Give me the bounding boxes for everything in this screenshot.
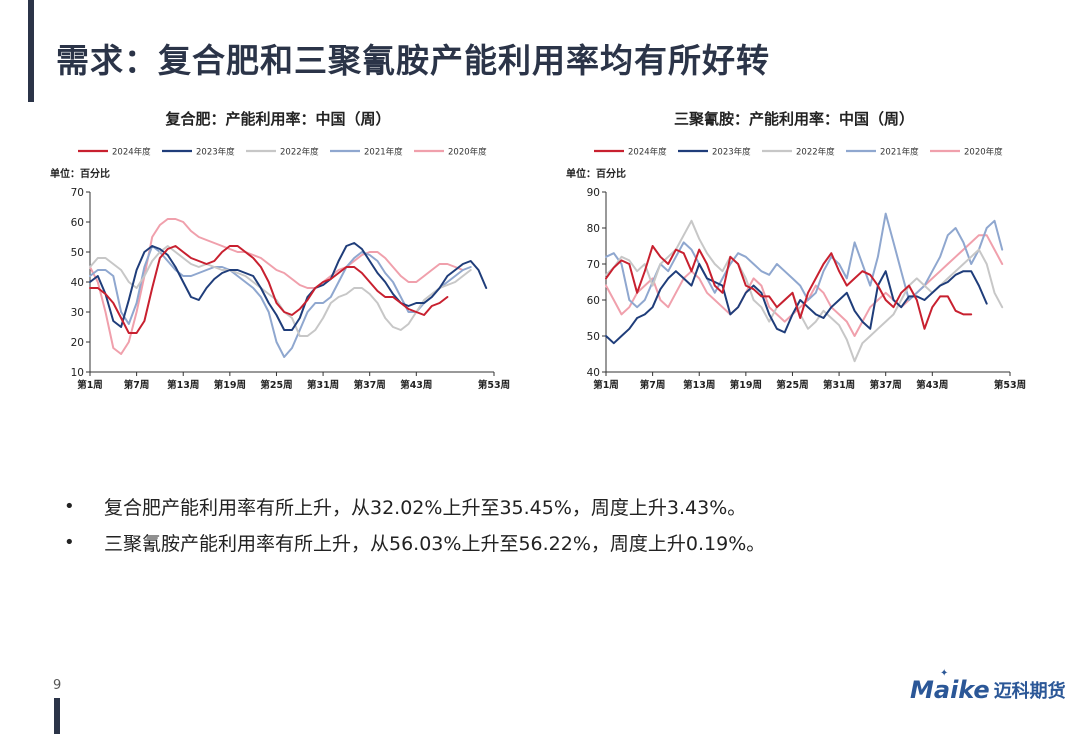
- y-tick-label: 90: [587, 187, 600, 199]
- x-tick-label: 第13周: [167, 379, 199, 391]
- compound-fertilizer-chart: 复合肥：产能利用率：中国（周） 2024年度 2023年度 2022年度 2021年度 2…: [48, 104, 518, 434]
- x-tick-label: 第37周: [870, 379, 902, 391]
- y-tick-label: 40: [71, 277, 84, 289]
- series-line-2021: [605, 212, 1004, 309]
- chart-title: 复合肥：产能利用率：中国（周）: [164, 110, 390, 128]
- company-logo: ✦ Maike 迈科期货: [910, 668, 1066, 704]
- legend-label: 2023年度: [712, 147, 751, 158]
- x-tick-label: 第19周: [214, 379, 246, 391]
- x-tick-label: 第1周: [77, 379, 103, 391]
- legend-label: 2021年度: [364, 147, 403, 158]
- bullet-dot: •: [64, 531, 75, 553]
- chart-legend: 2024年度 2023年度 2022年度 2021年度 2020年度: [78, 147, 487, 158]
- y-tick-label: 70: [71, 187, 84, 199]
- legend-label: 2024年度: [112, 147, 151, 158]
- series-line-2020: [89, 218, 464, 355]
- logo-wing-icon: ✦: [940, 668, 949, 679]
- x-tick-label: 第53周: [994, 379, 1026, 391]
- bullet-item: • 三聚氰胺产能利用率有所上升，从56.03%上升至56.22%，周度上升0.1…: [64, 524, 765, 560]
- x-tick-label: 第43周: [400, 379, 432, 391]
- series-line-2024: [89, 245, 449, 334]
- legend-label: 2020年度: [448, 147, 487, 158]
- y-tick-label: 80: [587, 223, 600, 235]
- y-tick-label: 40: [587, 367, 600, 379]
- unit-label: 单位：百分比: [50, 167, 110, 180]
- bullet-text: 三聚氰胺产能利用率有所上升，从56.03%上升至56.22%，周度上升0.19%…: [104, 532, 766, 555]
- logo-latin: Maike: [910, 676, 990, 704]
- title-accent-bar: [28, 0, 34, 102]
- x-tick-label: 第53周: [478, 379, 510, 391]
- chart-legend: 2024年度 2023年度 2022年度 2021年度 2020年度: [594, 147, 1003, 158]
- legend-label: 2022年度: [796, 147, 835, 158]
- y-tick-label: 70: [587, 259, 600, 271]
- y-tick-label: 60: [71, 217, 84, 229]
- chart-title: 三聚氰胺：产能利用率：中国（周）: [674, 110, 914, 128]
- footer-accent-bar: [54, 698, 60, 734]
- x-tick-label: 第25周: [776, 379, 808, 391]
- compound-fertilizer-chart-svg: 复合肥：产能利用率：中国（周）2024年度 2023年度 2022年度 2021年度 2…: [50, 110, 510, 391]
- y-tick-label: 30: [71, 307, 84, 319]
- legend-label: 2023年度: [196, 147, 235, 158]
- x-tick-label: 第37周: [354, 379, 386, 391]
- x-tick-label: 第7周: [640, 379, 666, 391]
- y-tick-label: 20: [71, 337, 84, 349]
- x-tick-label: 第25周: [260, 379, 292, 391]
- x-tick-label: 第31周: [307, 379, 339, 391]
- bullet-list: • 复合肥产能利用率有所上升，从32.02%上升至35.45%，周度上升3.43…: [64, 488, 765, 560]
- page-number: 9: [53, 678, 62, 693]
- x-tick-label: 第19周: [730, 379, 762, 391]
- legend-label: 2024年度: [628, 147, 667, 158]
- unit-label: 单位：百分比: [566, 167, 626, 180]
- legend-label: 2020年度: [964, 147, 1003, 158]
- x-tick-label: 第13周: [683, 379, 715, 391]
- x-tick-label: 第7周: [124, 379, 150, 391]
- legend-label: 2021年度: [880, 147, 919, 158]
- series-line-2023: [89, 242, 488, 331]
- bullet-text: 复合肥产能利用率有所上升，从32.02%上升至35.45%，周度上升3.43%。: [104, 496, 747, 519]
- series-line-2024: [605, 245, 973, 330]
- bullet-item: • 复合肥产能利用率有所上升，从32.02%上升至35.45%，周度上升3.43…: [64, 488, 765, 524]
- y-tick-label: 10: [71, 367, 84, 379]
- y-tick-label: 60: [587, 295, 600, 307]
- x-tick-label: 第43周: [916, 379, 948, 391]
- bullet-dot: •: [64, 495, 75, 517]
- melamine-chart-svg: 三聚氰胺：产能利用率：中国（周） 2024年度 2023年度 2022年度 2021年度…: [566, 110, 1026, 391]
- y-tick-label: 50: [587, 331, 600, 343]
- x-tick-label: 第1周: [593, 379, 619, 391]
- legend-label: 2022年度: [280, 147, 319, 158]
- melamine-chart: 三聚氰胺：产能利用率：中国（周） 2024年度 2023年度 2022年度 2021年度…: [564, 104, 1034, 434]
- logo-chinese: 迈科期货: [993, 681, 1066, 702]
- page-title: 需求：复合肥和三聚氰胺产能利用率均有所好转: [56, 41, 770, 80]
- y-tick-label: 50: [71, 247, 84, 259]
- x-tick-label: 第31周: [823, 379, 855, 391]
